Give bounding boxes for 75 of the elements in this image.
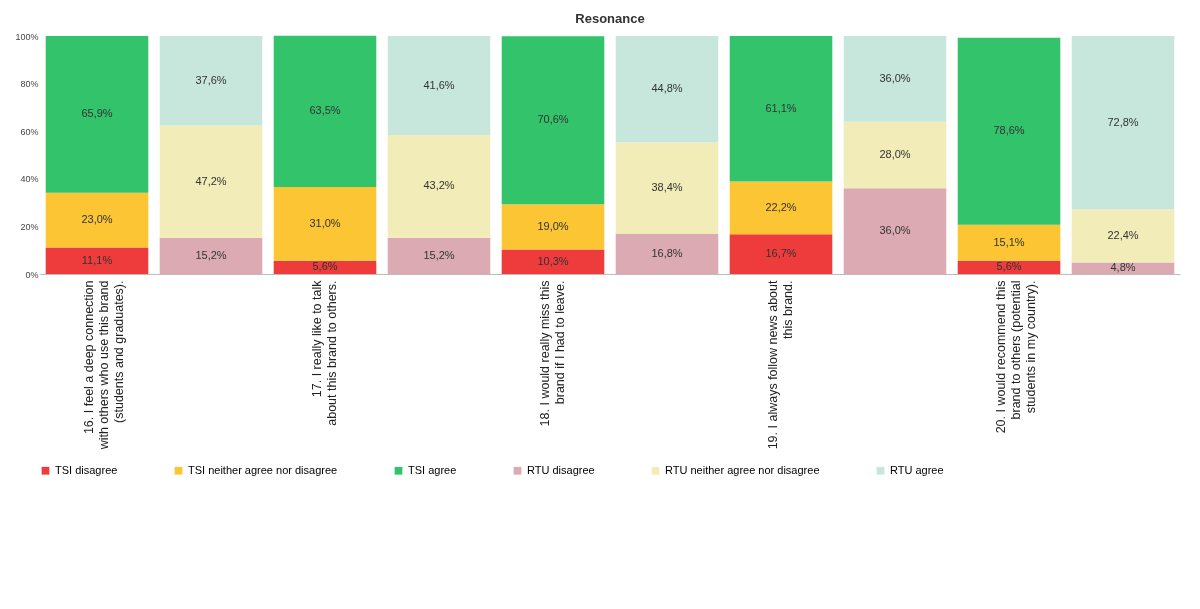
x-tick-label: 20. I would recommend this brand to others (potential students in my country). — [994, 280, 1038, 434]
data-label: 44,8% — [651, 82, 683, 95]
bar — [273, 186, 377, 261]
y-tick-label: 60% — [20, 126, 39, 137]
bar — [729, 181, 833, 235]
data-label: 61,1% — [765, 101, 797, 114]
data-label: 47,2% — [195, 174, 227, 187]
data-label: 22,4% — [1107, 228, 1139, 241]
bar — [957, 37, 1061, 225]
x-tick-label: 16. I feel a deep connection with others who use this brand (students and graduates). — [82, 280, 126, 451]
legend-label: RTU neither agree nor disagree — [665, 463, 820, 476]
bar — [45, 192, 149, 248]
x-tick-label: 19. I always follow news about this brand. — [766, 279, 795, 450]
data-label: 36,0% — [879, 224, 911, 237]
bar — [1071, 209, 1175, 263]
data-label: 11,1% — [81, 253, 113, 266]
data-label: 16,7% — [765, 247, 797, 260]
bar — [957, 224, 1061, 261]
data-label: 15,1% — [993, 235, 1025, 248]
bar — [615, 234, 719, 274]
chart-title: Resonance — [575, 11, 645, 26]
y-tick-label: 100% — [15, 31, 39, 42]
data-label: 37,6% — [195, 73, 227, 86]
data-label: 5,6% — [312, 260, 338, 273]
bar — [45, 247, 149, 274]
y-tick-label: 20% — [20, 221, 39, 232]
bar — [1071, 36, 1175, 210]
data-label: 31,0% — [309, 216, 341, 229]
bar — [729, 36, 833, 182]
bar — [501, 204, 605, 250]
legend-label: TSI neither agree nor disagree — [188, 463, 338, 476]
data-label: 28,0% — [879, 148, 911, 160]
x-tick-label: 17. I really like to talk about this brand to others. — [310, 279, 339, 426]
x-tick-label: 18. I would really miss this brand if I had to leave. — [538, 280, 567, 427]
bar — [843, 36, 947, 122]
bar — [159, 237, 263, 274]
data-label: 16,8% — [651, 247, 683, 260]
bar — [501, 249, 605, 274]
data-label: 38,4% — [651, 181, 683, 194]
bar — [729, 234, 833, 274]
data-label: 4,8% — [1110, 261, 1136, 274]
bar — [159, 125, 263, 238]
legend-label: RTU disagree — [527, 463, 595, 476]
data-label: 72,8% — [1107, 115, 1139, 128]
bar — [45, 36, 149, 193]
data-label: 41,6% — [423, 78, 455, 91]
legend-label: RTU agree — [890, 463, 944, 476]
bar — [273, 35, 377, 187]
data-label: 15,2% — [195, 248, 227, 261]
data-label: 5,6% — [996, 260, 1022, 273]
y-tick-label: 80% — [20, 79, 39, 90]
bar — [843, 121, 947, 189]
data-label: 65,9% — [81, 107, 113, 120]
data-label: 23,0% — [81, 213, 113, 226]
data-label: 70,6% — [537, 113, 569, 126]
legend-label: TSI disagree — [55, 463, 118, 476]
data-label: 10,3% — [537, 254, 569, 267]
data-label: 43,2% — [423, 179, 455, 192]
bar — [159, 36, 263, 126]
bar — [615, 142, 719, 235]
data-label: 15,2% — [423, 248, 455, 261]
data-label: 36,0% — [879, 71, 911, 84]
data-label: 22,2% — [765, 200, 797, 213]
bar — [387, 135, 491, 238]
bar — [387, 237, 491, 274]
bar — [843, 188, 947, 274]
data-label: 63,5% — [309, 104, 341, 117]
y-tick-label: 40% — [20, 174, 39, 185]
data-label: 19,0% — [537, 219, 569, 232]
bar — [387, 36, 491, 136]
bar — [615, 36, 719, 143]
legend-label: TSI agree — [408, 463, 457, 476]
data-label: 78,6% — [993, 124, 1025, 137]
y-tick-label: 0% — [25, 269, 39, 280]
bar — [501, 36, 605, 205]
